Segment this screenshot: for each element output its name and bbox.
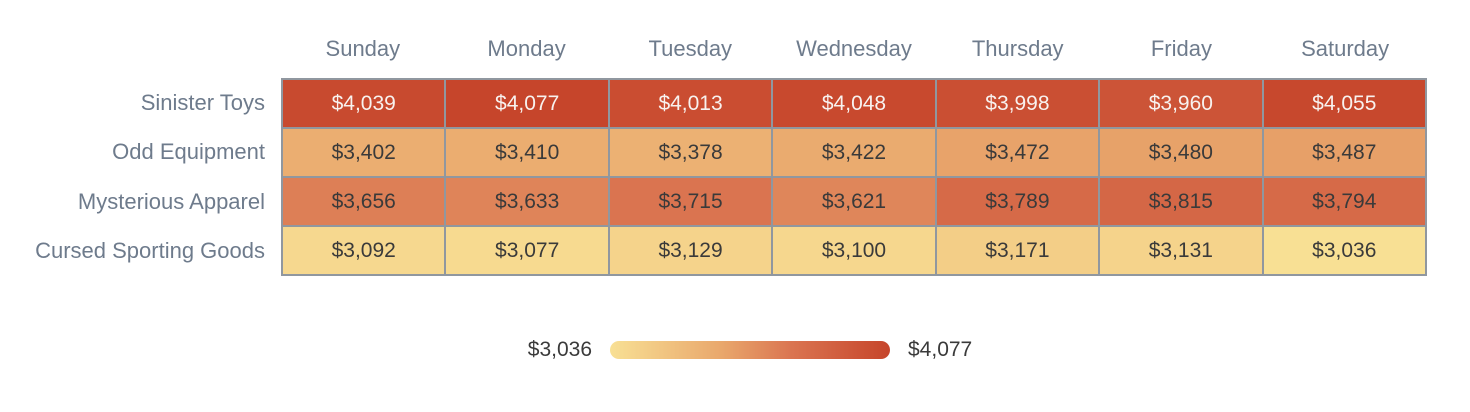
heatmap-cell[interactable]: $3,129 xyxy=(609,227,772,274)
heatmap-cell[interactable]: $4,077 xyxy=(446,80,608,127)
heatmap-cell[interactable]: $3,131 xyxy=(1100,227,1262,274)
column-header-thursday: Thursday xyxy=(971,36,1064,61)
row-label: Cursed Sporting Goods xyxy=(35,238,265,264)
heatmap-grid: $4,039 $4,077 $4,013 $4,048 $3,998 $3,960 $4,0… xyxy=(281,78,1427,276)
heatmap-cell[interactable]: $3,794 xyxy=(1263,178,1425,225)
heatmap-cell[interactable]: $3,171 xyxy=(936,227,1099,274)
heatmap-cell[interactable]: $3,656 xyxy=(283,178,445,225)
heatmap-cell[interactable]: $3,092 xyxy=(283,227,445,274)
heatmap-cell[interactable]: $3,633 xyxy=(446,178,608,225)
column-header-monday: Monday xyxy=(487,36,566,61)
heatmap-cell[interactable]: $3,960 xyxy=(1100,80,1262,127)
heatmap-cell[interactable]: $3,998 xyxy=(936,80,1099,127)
heatmap-cell[interactable]: $3,077 xyxy=(446,227,608,274)
column-header-sunday: Sunday xyxy=(325,36,401,61)
column-header-saturday: Saturday xyxy=(1301,36,1390,61)
row-label: Mysterious Apparel xyxy=(77,188,265,214)
heatmap-cell[interactable]: $3,422 xyxy=(773,129,935,176)
row-label: Odd Equipment xyxy=(112,139,265,165)
heatmap-cell[interactable]: $3,472 xyxy=(936,129,1099,176)
column-header-friday: Friday xyxy=(1150,36,1212,61)
heatmap-cell[interactable]: $3,480 xyxy=(1100,129,1262,176)
heatmap-cell[interactable]: $4,039 xyxy=(283,80,445,127)
column-headers: Sunday Monday Tuesday Wednesday Thursday Frid… xyxy=(281,34,1427,64)
heatmap-cell[interactable]: $3,100 xyxy=(773,227,935,274)
column-header-wednesday: Wednesday xyxy=(796,36,912,61)
heatmap-cell[interactable]: $3,402 xyxy=(283,129,445,176)
column-header-tuesday: Tuesday xyxy=(648,36,733,61)
row-label: Sinister Toys xyxy=(140,89,265,115)
row-labels: Sinister Toys Odd Equipment Mysterious App… xyxy=(0,78,265,276)
legend-max-label: $4,077 xyxy=(908,338,973,361)
legend-min-label: $3,036 xyxy=(527,338,592,361)
heatmap-cell[interactable]: $4,048 xyxy=(773,80,935,127)
heatmap-cell[interactable]: $3,815 xyxy=(1100,178,1262,225)
heatmap-cell[interactable]: $4,013 xyxy=(609,80,772,127)
heatmap-cell[interactable]: $3,378 xyxy=(609,129,772,176)
legend-gradient-bar xyxy=(610,341,890,359)
heatmap-cell[interactable]: $3,621 xyxy=(773,178,935,225)
heatmap-cell[interactable]: $4,055 xyxy=(1263,80,1425,127)
heatmap-cell[interactable]: $3,789 xyxy=(936,178,1099,225)
heatmap-cell[interactable]: $3,715 xyxy=(609,178,772,225)
heatmap-cell[interactable]: $3,036 xyxy=(1263,227,1425,274)
heatmap-cell[interactable]: $3,487 xyxy=(1263,129,1425,176)
heatmap-cell[interactable]: $3,410 xyxy=(446,129,608,176)
